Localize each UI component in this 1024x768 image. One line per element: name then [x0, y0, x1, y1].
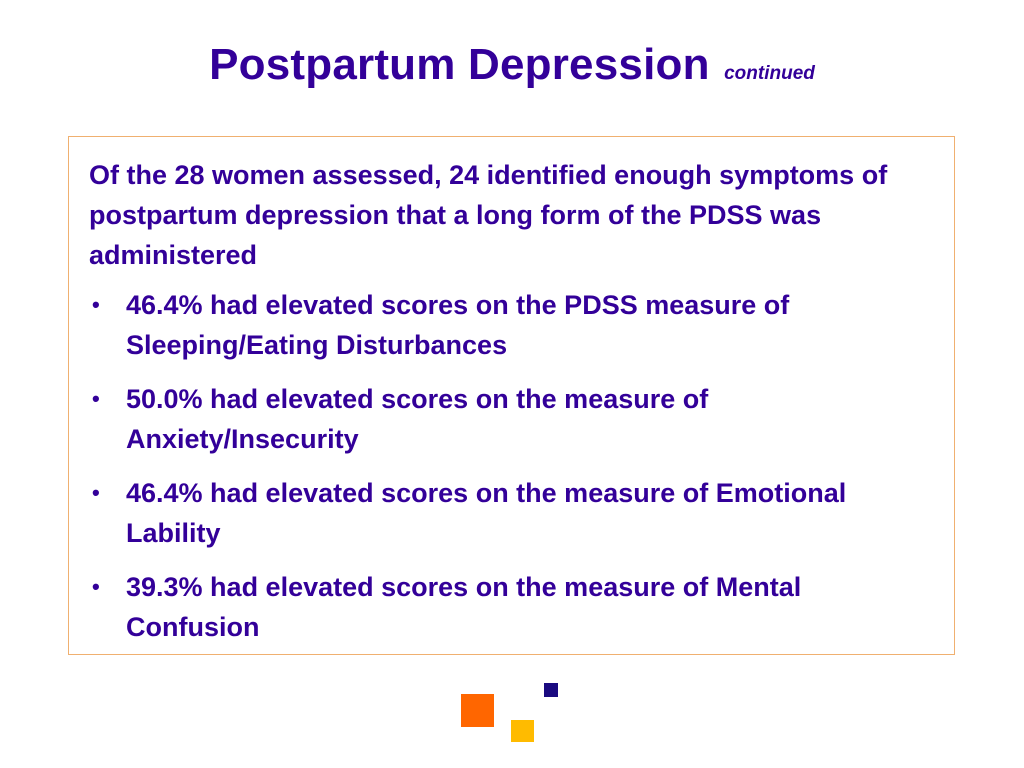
- intro-text: Of the 28 women assessed, 24 identified …: [89, 160, 888, 270]
- bullet-item: • 46.4% had elevated scores on the PDSS …: [89, 285, 939, 365]
- bullet-text: 50.0% had elevated scores on the measure…: [126, 384, 709, 454]
- title-subtitle: continued: [724, 63, 815, 84]
- bullet-dot-icon: •: [92, 480, 100, 505]
- bullet-text: 46.4% had elevated scores on the PDSS me…: [126, 290, 790, 360]
- title-main: Postpartum Depression: [209, 40, 710, 89]
- slide-title: Postpartum Depression continued: [0, 40, 1024, 90]
- bullet-dot-icon: •: [92, 292, 100, 317]
- bullet-dot-icon: •: [92, 574, 100, 599]
- bullet-text: 46.4% had elevated scores on the measure…: [126, 478, 847, 548]
- yellow-square-decoration: [511, 720, 534, 742]
- navy-square-decoration: [544, 683, 558, 697]
- content-box: Of the 28 women assessed, 24 identified …: [68, 136, 955, 655]
- bullet-item: • 46.4% had elevated scores on the measu…: [89, 473, 939, 553]
- bullet-text: 39.3% had elevated scores on the measure…: [126, 572, 802, 642]
- bullet-item: • 50.0% had elevated scores on the measu…: [89, 379, 939, 459]
- bullet-dot-icon: •: [92, 386, 100, 411]
- bullet-list: • 46.4% had elevated scores on the PDSS …: [89, 285, 939, 661]
- bullet-item: • 39.3% had elevated scores on the measu…: [89, 567, 939, 647]
- orange-square-decoration: [461, 694, 494, 727]
